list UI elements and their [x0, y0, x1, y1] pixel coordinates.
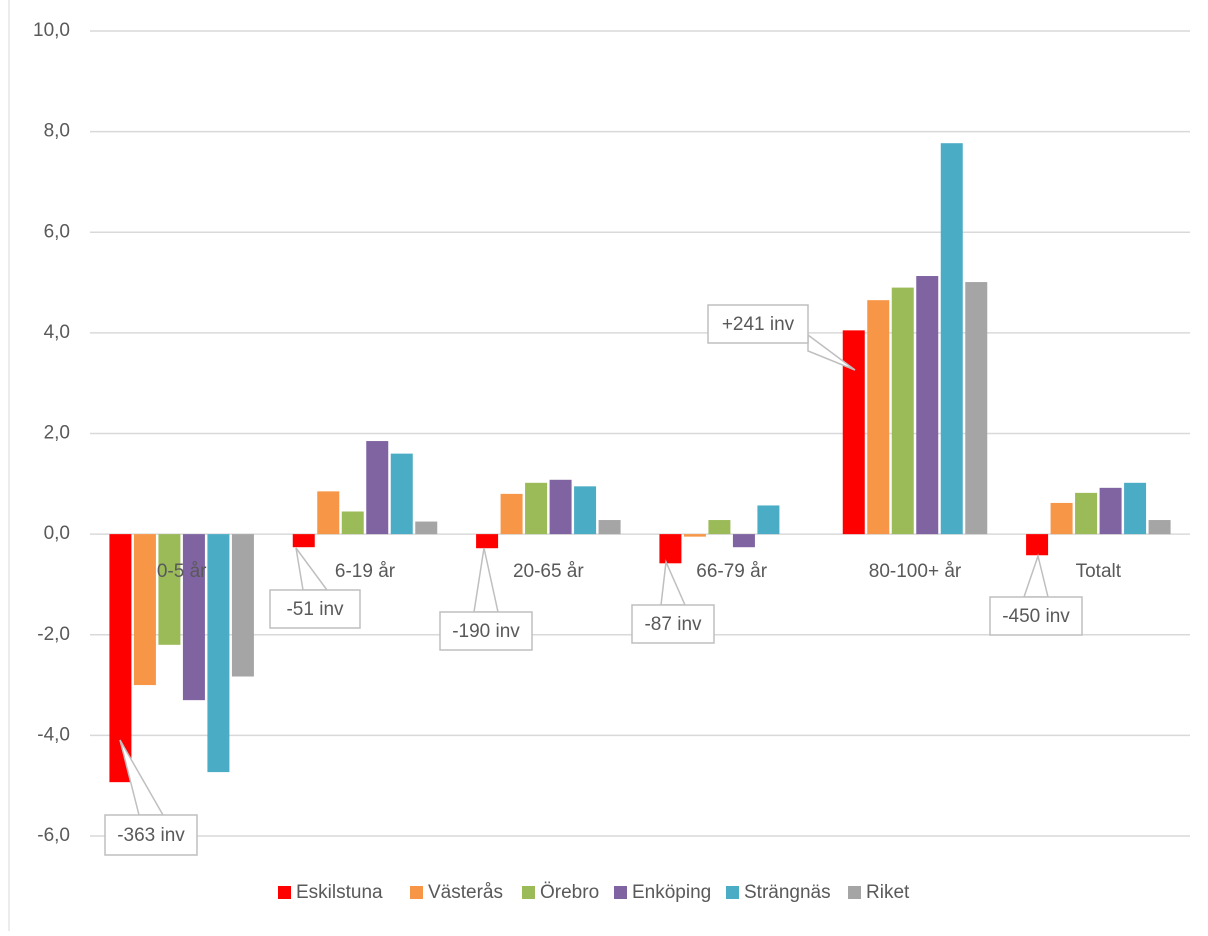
bar	[940, 143, 963, 535]
legend-label: Riket	[866, 882, 910, 903]
bar	[1148, 520, 1171, 535]
bar	[109, 534, 132, 783]
bar	[916, 276, 939, 535]
x-tick-label: 20-65 år	[513, 561, 584, 582]
bar	[659, 534, 682, 564]
y-tick-label: 6,0	[44, 221, 70, 242]
legend-swatch	[278, 886, 291, 899]
bar	[1124, 482, 1147, 535]
legend-label: Strängnäs	[744, 882, 831, 903]
bar	[525, 482, 548, 535]
bar	[1050, 502, 1073, 535]
bar	[683, 534, 706, 537]
legend-label: Eskilstuna	[296, 882, 383, 903]
y-tick-label: -6,0	[37, 825, 70, 846]
annotation: -51 inv	[286, 599, 344, 620]
bar	[158, 534, 181, 645]
y-tick-label: -2,0	[37, 624, 70, 645]
legend-label: Enköping	[632, 882, 711, 903]
legend-swatch	[522, 886, 535, 899]
bar	[390, 453, 413, 535]
bar	[965, 282, 988, 535]
legend-swatch	[848, 886, 861, 899]
legend-label: Västerås	[428, 882, 503, 903]
legend-swatch	[410, 886, 423, 899]
bar	[891, 287, 914, 535]
callout-box	[439, 611, 533, 651]
bar	[574, 486, 597, 535]
bar	[732, 534, 755, 548]
bar	[757, 505, 780, 535]
x-tick-label: Totalt	[1076, 561, 1122, 582]
callout-pointer	[660, 559, 687, 606]
bar	[1099, 487, 1122, 535]
callout-box	[104, 814, 198, 856]
bar	[366, 441, 389, 535]
legend-swatch	[726, 886, 739, 899]
bar	[133, 534, 156, 686]
callout-box	[707, 304, 809, 344]
bar	[415, 521, 438, 535]
bar	[207, 534, 230, 773]
bar	[1075, 492, 1098, 535]
callout-pointer	[295, 547, 329, 591]
legend-label: Örebro	[540, 882, 599, 903]
bar	[842, 330, 865, 535]
annotation: -190 inv	[452, 621, 520, 642]
annotation: -450 inv	[1002, 606, 1070, 627]
bar	[598, 520, 621, 535]
x-tick-label: 6-19 år	[335, 561, 396, 582]
bar	[341, 511, 364, 535]
callout-pointer	[473, 547, 499, 613]
callout-box	[631, 604, 715, 644]
x-tick-label: 0-5 år	[157, 561, 207, 582]
annotation: -363 inv	[117, 825, 185, 846]
bar	[231, 534, 254, 677]
y-tick-label: -4,0	[37, 724, 70, 745]
bar	[476, 534, 499, 549]
annotation: +241 inv	[722, 314, 795, 335]
legend-swatch	[614, 886, 627, 899]
bar	[182, 534, 205, 701]
bar	[317, 491, 340, 535]
y-tick-label: 10,0	[33, 20, 70, 41]
bar	[867, 300, 890, 535]
y-tick-label: 8,0	[44, 121, 70, 142]
x-tick-label: 66-79 år	[696, 561, 767, 582]
bar	[500, 493, 523, 535]
annotation: -87 inv	[644, 614, 702, 635]
y-tick-label: 4,0	[44, 322, 70, 343]
bar	[1026, 534, 1049, 556]
callout-pointer	[1022, 553, 1049, 598]
bar	[549, 479, 572, 535]
bar	[292, 534, 315, 548]
callout-box	[989, 596, 1083, 636]
callout-box	[269, 589, 361, 629]
bar	[708, 520, 731, 535]
x-tick-label: 80-100+ år	[869, 561, 962, 582]
y-tick-label: 2,0	[44, 423, 70, 444]
y-tick-label: 0,0	[44, 523, 70, 544]
